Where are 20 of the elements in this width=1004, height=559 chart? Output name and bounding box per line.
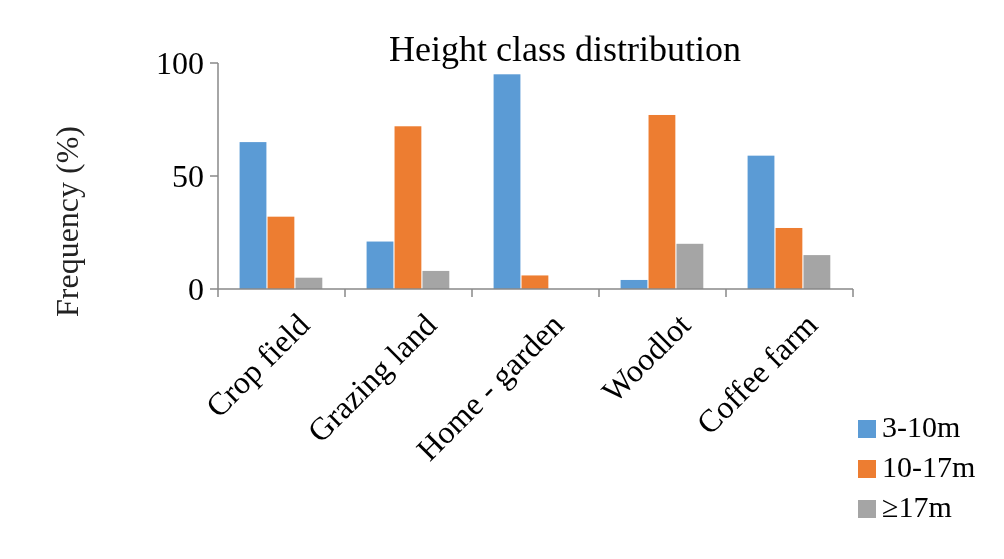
- bar: [775, 227, 803, 289]
- legend-label: ≥17m: [882, 490, 952, 523]
- y-tick-label: 0: [188, 271, 204, 308]
- legend-label: 3-10m: [882, 410, 961, 443]
- bar: [366, 241, 394, 289]
- legend-label: 10-17m: [882, 450, 976, 483]
- y-axis-title: Frequency (%): [49, 125, 85, 318]
- bar: [493, 74, 521, 289]
- bar: [239, 142, 267, 289]
- bar: [394, 126, 422, 289]
- y-tick-label: 100: [156, 45, 204, 82]
- bar: [267, 216, 295, 289]
- bar: [422, 270, 450, 289]
- bar: [521, 275, 549, 289]
- bar: [803, 255, 831, 289]
- y-tick-label: 50: [172, 158, 204, 195]
- bar: [676, 243, 704, 289]
- bar: [747, 155, 775, 289]
- chart-title: Height class distribution: [389, 29, 741, 69]
- bar: [648, 114, 676, 289]
